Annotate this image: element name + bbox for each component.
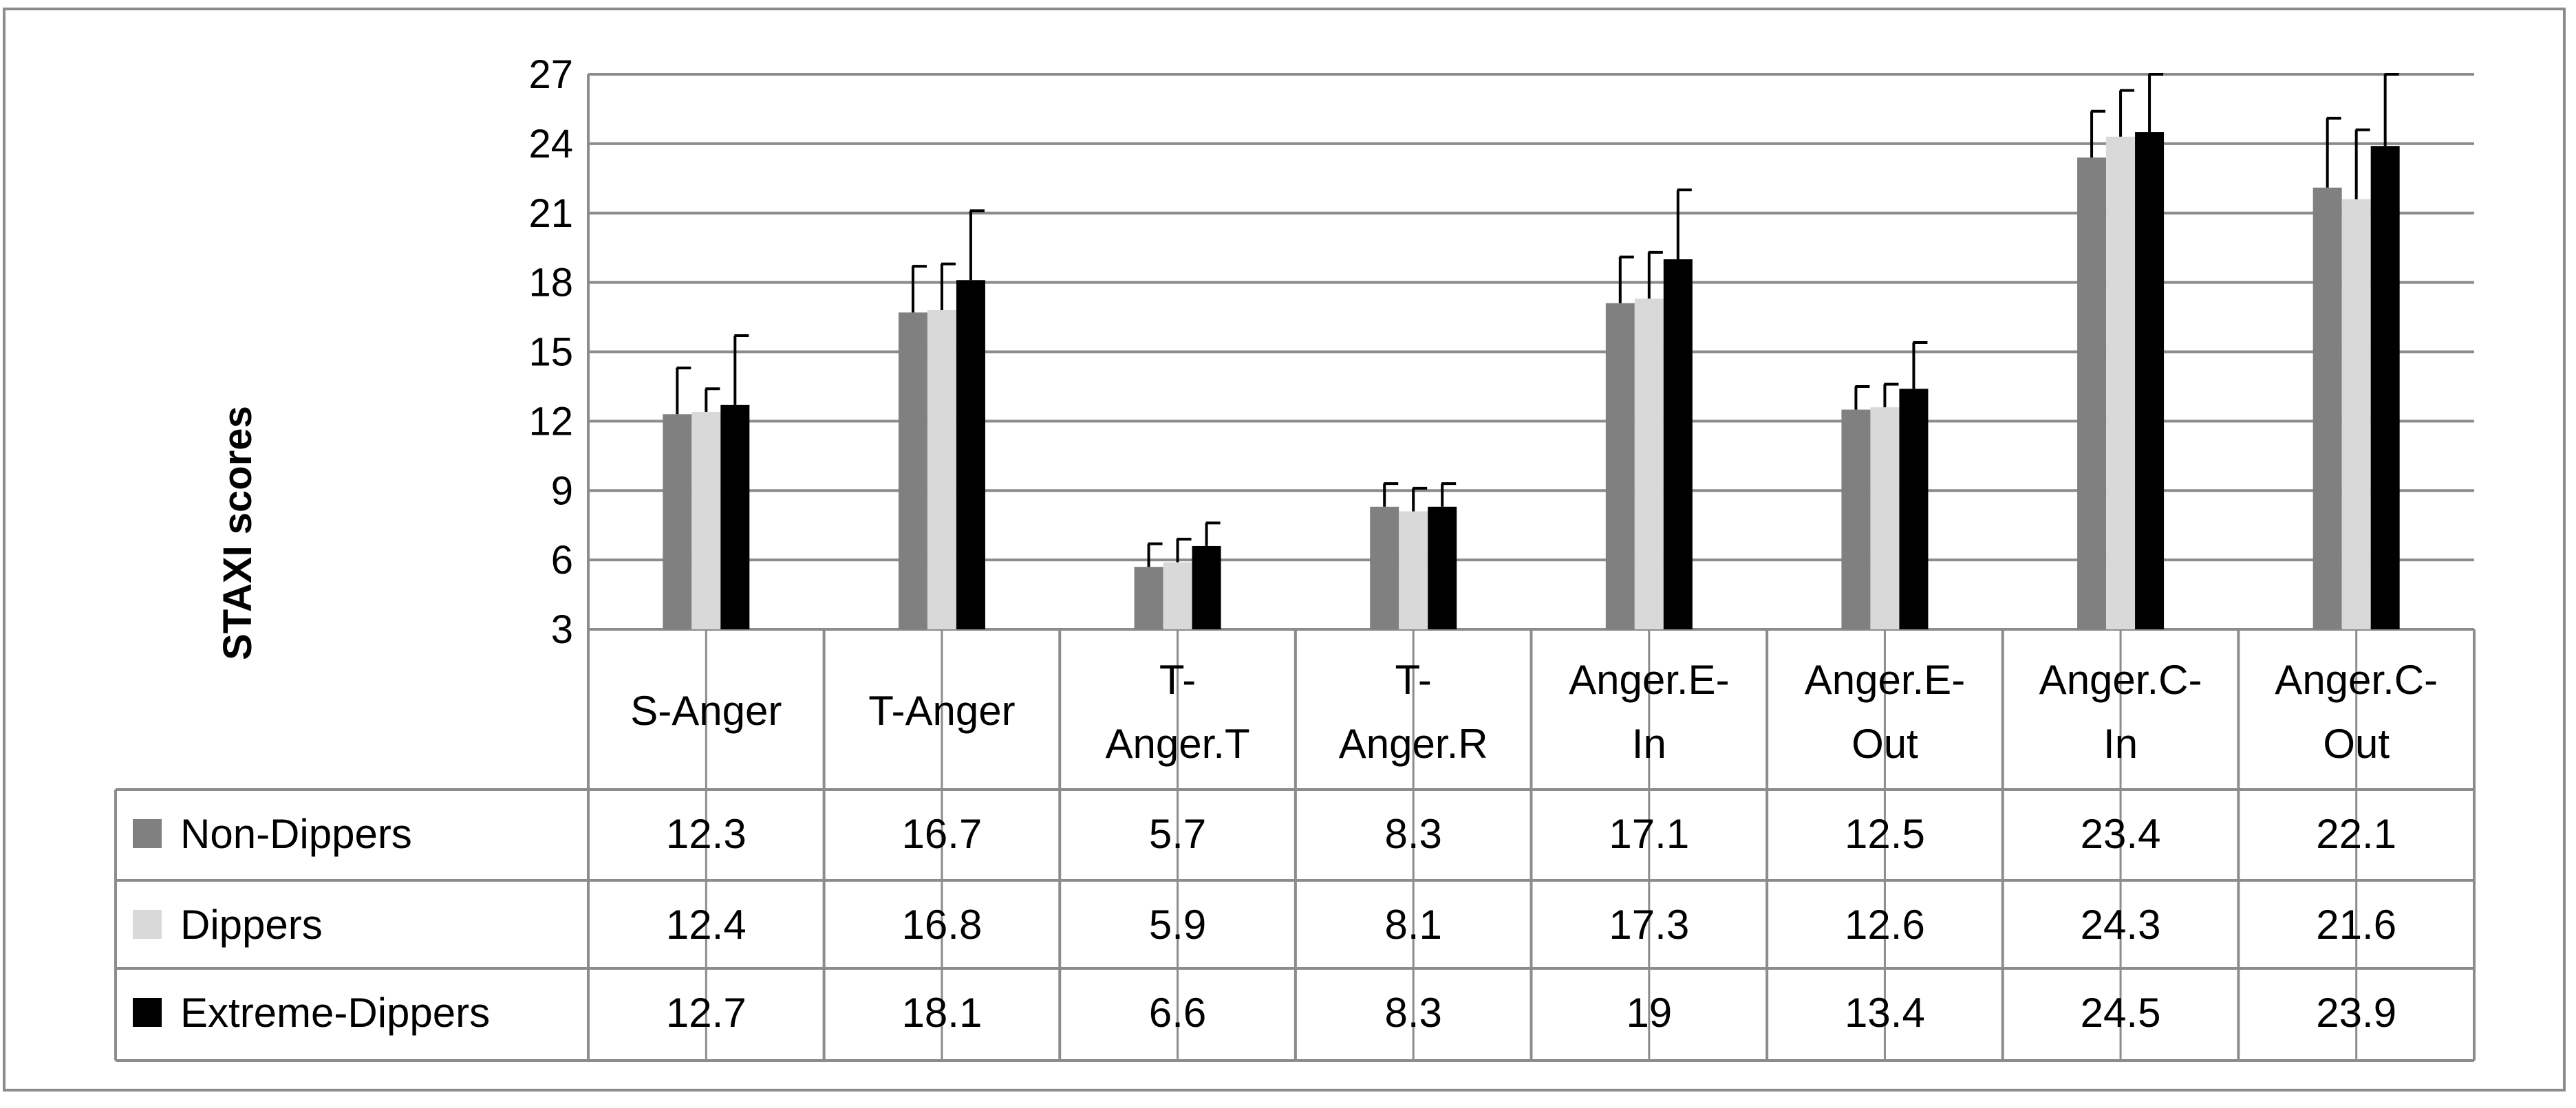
bar-dippers-2 <box>1163 562 1192 629</box>
bar-extreme-dippers-1 <box>956 280 985 629</box>
bar-dippers-3 <box>1399 511 1428 629</box>
table-cell-value: 5.9 <box>1149 902 1206 948</box>
y-tick-label: 27 <box>528 52 573 97</box>
table-cell-value: 12.7 <box>666 990 747 1036</box>
bar-non-dippers-1 <box>898 312 927 629</box>
error-bars <box>676 73 2399 567</box>
bar-non-dippers-4 <box>1605 303 1635 629</box>
bar-extreme-dippers-0 <box>720 404 750 629</box>
x-tick-label-line2: Anger.R <box>1339 721 1488 767</box>
table-cell-value: 8.3 <box>1384 811 1441 857</box>
legend-key-extreme-dippers <box>133 998 162 1027</box>
x-tick-label-line2: In <box>1632 721 1666 767</box>
y-tick-label: 21 <box>528 191 573 236</box>
bar-dippers-6 <box>2106 136 2136 630</box>
bar-non-dippers-6 <box>2077 157 2107 630</box>
x-tick-label-line1: Anger.C- <box>2275 657 2438 703</box>
bar-extreme-dippers-7 <box>2370 146 2400 630</box>
y-tick-label: 15 <box>528 330 573 375</box>
table-cell-value: 24.5 <box>2081 990 2161 1036</box>
table-cell-value: 12.6 <box>1845 902 1925 948</box>
table-cell-value: 17.3 <box>1609 902 1689 948</box>
chart-frame <box>3 8 2566 1091</box>
x-tick-label-line1: Anger.E- <box>1569 657 1729 703</box>
y-tick-labels: 3 6 9 12 15 18 21 24 27 <box>528 52 573 652</box>
y-tick-label: 9 <box>551 468 573 513</box>
table-cell-value: 13.4 <box>1845 990 1925 1036</box>
table-cell-value: 6.6 <box>1149 990 1206 1036</box>
x-tick-label-line2: Out <box>2323 721 2390 767</box>
bar-non-dippers-0 <box>663 414 692 629</box>
legend-key-dippers <box>133 910 162 939</box>
bar-non-dippers-2 <box>1134 567 1163 629</box>
bar-extreme-dippers-6 <box>2135 132 2165 629</box>
bars <box>663 132 2400 630</box>
x-tick-label: T-Anger <box>868 688 1015 734</box>
table-cell-value: 22.1 <box>2316 811 2396 857</box>
table-cell-value: 5.7 <box>1149 811 1206 857</box>
bar-non-dippers-3 <box>1370 506 1399 629</box>
data-table: Non-Dippers 12.3 16.7 5.7 8.3 17.1 12.5 23.4 22.… <box>114 629 2476 1062</box>
bar-non-dippers-7 <box>2312 187 2342 629</box>
y-tick-label: 3 <box>551 607 573 652</box>
x-tick-label-line1: T- <box>1395 657 1432 703</box>
bar-dippers-7 <box>2341 199 2371 629</box>
bar-extreme-dippers-5 <box>1899 389 1929 629</box>
x-tick-label-line1: T- <box>1159 657 1196 703</box>
table-cell-value: 18.1 <box>902 990 983 1036</box>
y-tick-label: 24 <box>528 122 573 166</box>
table-cell-value: 12.3 <box>666 811 747 857</box>
x-tick-label-line2: Anger.T <box>1106 721 1250 767</box>
table-cell-value: 16.7 <box>902 811 983 857</box>
legend-label-non-dippers: Non-Dippers <box>180 811 412 857</box>
table-cell-value: 8.3 <box>1384 990 1441 1036</box>
table-cell-value: 23.4 <box>2081 811 2161 857</box>
table-cell-value: 21.6 <box>2316 902 2396 948</box>
table-cell-value: 23.9 <box>2316 990 2396 1036</box>
bar-non-dippers-5 <box>1841 409 1871 629</box>
legend-label-dippers: Dippers <box>180 902 323 948</box>
table-cell-value: 16.8 <box>902 902 983 948</box>
table-cell-value: 17.1 <box>1609 811 1689 857</box>
table-cell-value: 19 <box>1626 990 1672 1036</box>
x-tick-label-line2: Out <box>1852 721 1918 767</box>
x-tick-label-line2: In <box>2103 721 2138 767</box>
legend-label-extreme-dippers: Extreme-Dippers <box>180 990 490 1036</box>
bar-dippers-0 <box>691 411 721 629</box>
bar-extreme-dippers-4 <box>1663 259 1693 629</box>
bar-extreme-dippers-3 <box>1428 506 1457 629</box>
bar-dippers-5 <box>1870 407 1900 629</box>
y-tick-label: 6 <box>551 538 573 583</box>
x-tick-label: S-Anger <box>630 688 782 734</box>
table-cell-value: 12.5 <box>1845 811 1925 857</box>
table-cell-value: 8.1 <box>1384 902 1441 948</box>
table-cell-value: 24.3 <box>2081 902 2161 948</box>
bar-extreme-dippers-2 <box>1192 545 1221 629</box>
bar-dippers-4 <box>1634 298 1664 629</box>
x-tick-label-line1: Anger.E- <box>1805 657 1965 703</box>
bar-dippers-1 <box>927 309 956 629</box>
y-axis-title: STAXI scores <box>215 406 260 660</box>
category-labels: S-Anger T-Anger T- Anger.T T- Anger.R Anger.E-… <box>630 657 2438 767</box>
table-cell-value: 12.4 <box>666 902 747 948</box>
y-tick-label: 18 <box>528 261 573 305</box>
legend-key-non-dippers <box>133 819 162 848</box>
y-tick-label: 12 <box>528 399 573 444</box>
x-tick-label-line1: Anger.C- <box>2039 657 2202 703</box>
